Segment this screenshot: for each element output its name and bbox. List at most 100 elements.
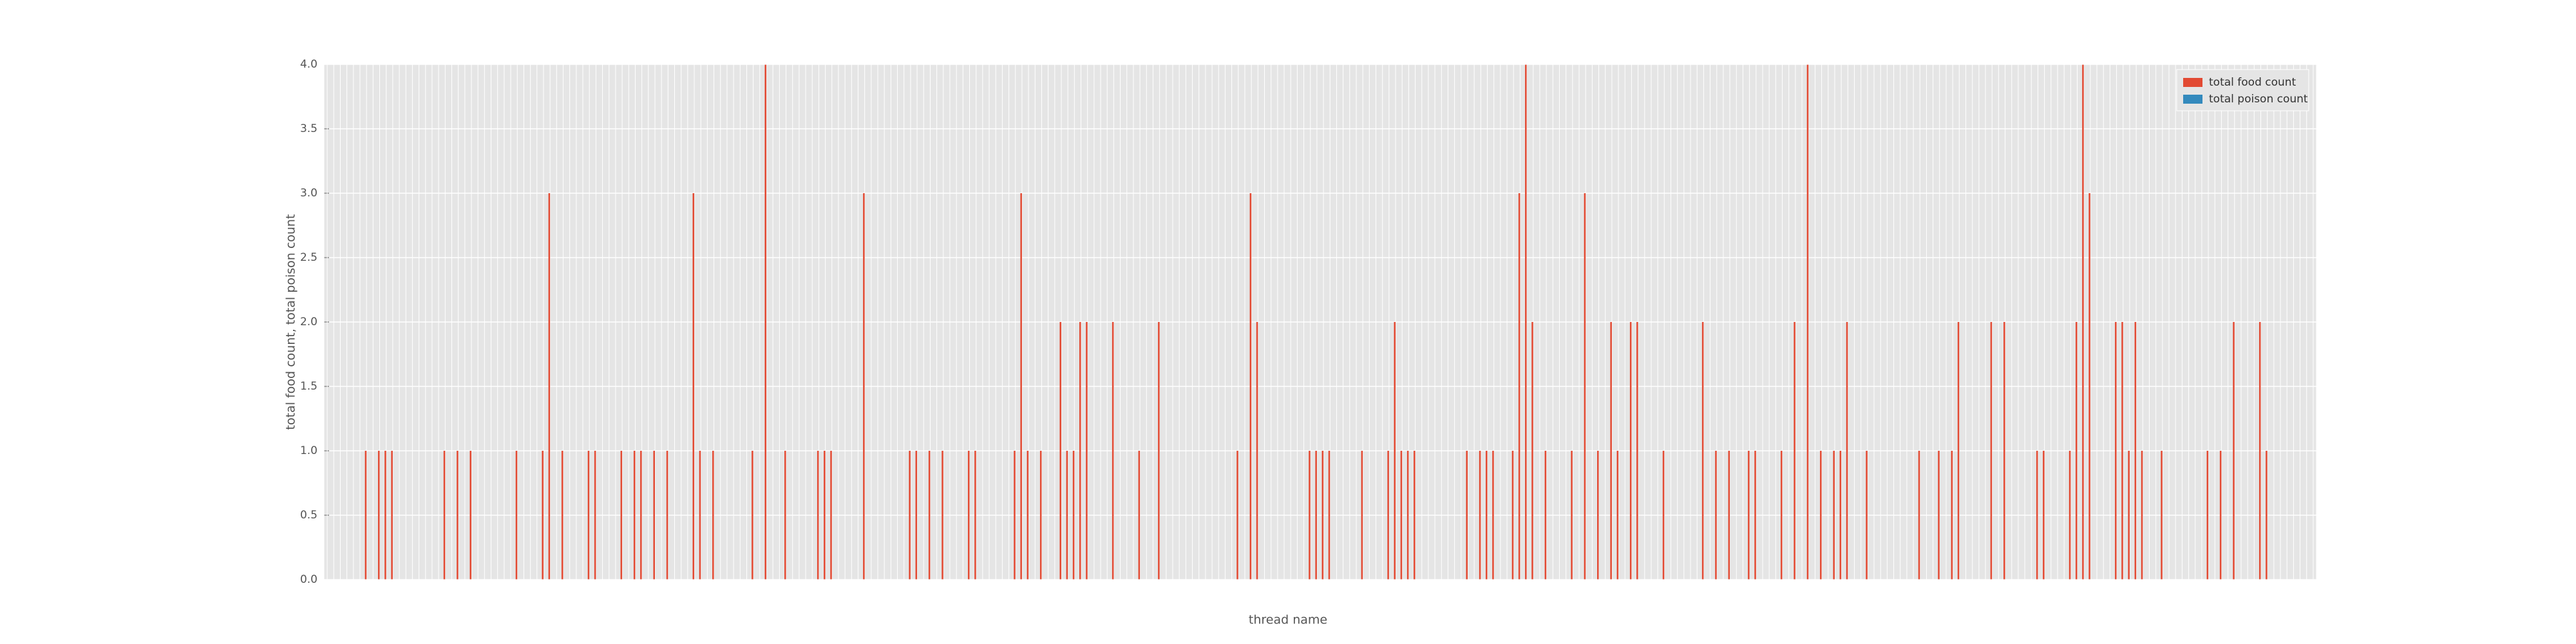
bar [1938,451,1940,580]
bar [1846,322,1848,580]
bar [915,451,918,580]
bar [1059,322,1061,580]
bar [594,451,596,580]
y-axis-label: total food count, total poison count [284,214,298,430]
bar [1466,451,1468,580]
bar [1806,64,1809,580]
bar [1636,322,1638,580]
bar [1584,193,1586,580]
legend-box [2176,69,2309,111]
bar [784,451,786,580]
bar [1361,451,1363,580]
plot-frame [323,64,2317,580]
bar [1918,451,1920,580]
bar [2259,322,2261,580]
bar [1715,451,1717,580]
bar [2088,193,2090,580]
bar [1728,451,1730,580]
bar [1066,451,1068,580]
bar [1610,322,1612,580]
bar [1866,451,1868,580]
bar [1990,322,1993,580]
bar [1400,451,1403,580]
bar [548,193,551,580]
bar [1315,451,1317,580]
bar [1039,451,1042,580]
bar [2134,322,2137,580]
bar [2233,322,2235,580]
y-tick-label: 1.5 [300,380,317,393]
bar [1794,322,1795,580]
bar [1616,451,1619,580]
y-tick-label: 2.5 [300,251,317,264]
bar [1072,451,1075,580]
bar [1014,451,1016,580]
bar [2082,64,2084,580]
bar [2128,451,2130,580]
bar [1027,451,1029,580]
bar [1158,322,1160,580]
bar [830,451,832,580]
bar [1518,193,1520,580]
bar [2036,451,2038,580]
bar [1571,451,1573,580]
bar [1754,451,1756,580]
bar [1525,64,1527,580]
bar [1138,451,1141,580]
bar [640,451,642,580]
bar [457,451,459,580]
bar [2121,322,2123,580]
bar [1511,451,1514,580]
bar [712,451,714,580]
bar [1629,322,1632,580]
bar [692,193,695,580]
bar [1839,451,1842,580]
bar [2115,322,2117,580]
bar [542,451,544,580]
bar [469,451,471,580]
bar [1256,322,1258,580]
y-tick-label: 3.5 [300,122,317,135]
bar [1249,193,1252,580]
bar [1394,322,1396,580]
bar [1748,451,1750,580]
bar [1020,193,1022,580]
bar [817,451,819,580]
bar [1479,451,1481,580]
bar [2069,451,2071,580]
x-axis-label: thread name [1249,613,1327,627]
bar [1780,451,1783,580]
bar [1833,451,1835,580]
bar [1079,322,1081,580]
bar [824,451,826,580]
bar [2141,451,2143,580]
bar [863,193,865,580]
bar [561,451,564,580]
bar [653,451,655,580]
bar [1492,451,1494,580]
bar [1531,322,1533,580]
bar [1414,451,1416,580]
bar [1820,451,1822,580]
bar [1387,451,1389,580]
bar [942,451,943,580]
y-tick-label: 4.0 [300,58,317,71]
bar [699,451,701,580]
bar [2003,322,2005,580]
bar [1321,451,1324,580]
bar [1328,451,1331,580]
y-tick-label: 3.0 [300,187,317,200]
bar [666,451,668,580]
y-tick-label: 0.0 [300,573,317,586]
bar [365,451,367,580]
bar [1701,322,1704,580]
legend-swatch [2183,95,2202,104]
bar [752,451,753,580]
bar [1406,451,1409,580]
bar [2075,322,2078,580]
bar [1544,451,1547,580]
bar [967,451,970,580]
bar [1597,451,1599,580]
bar [2266,451,2268,580]
